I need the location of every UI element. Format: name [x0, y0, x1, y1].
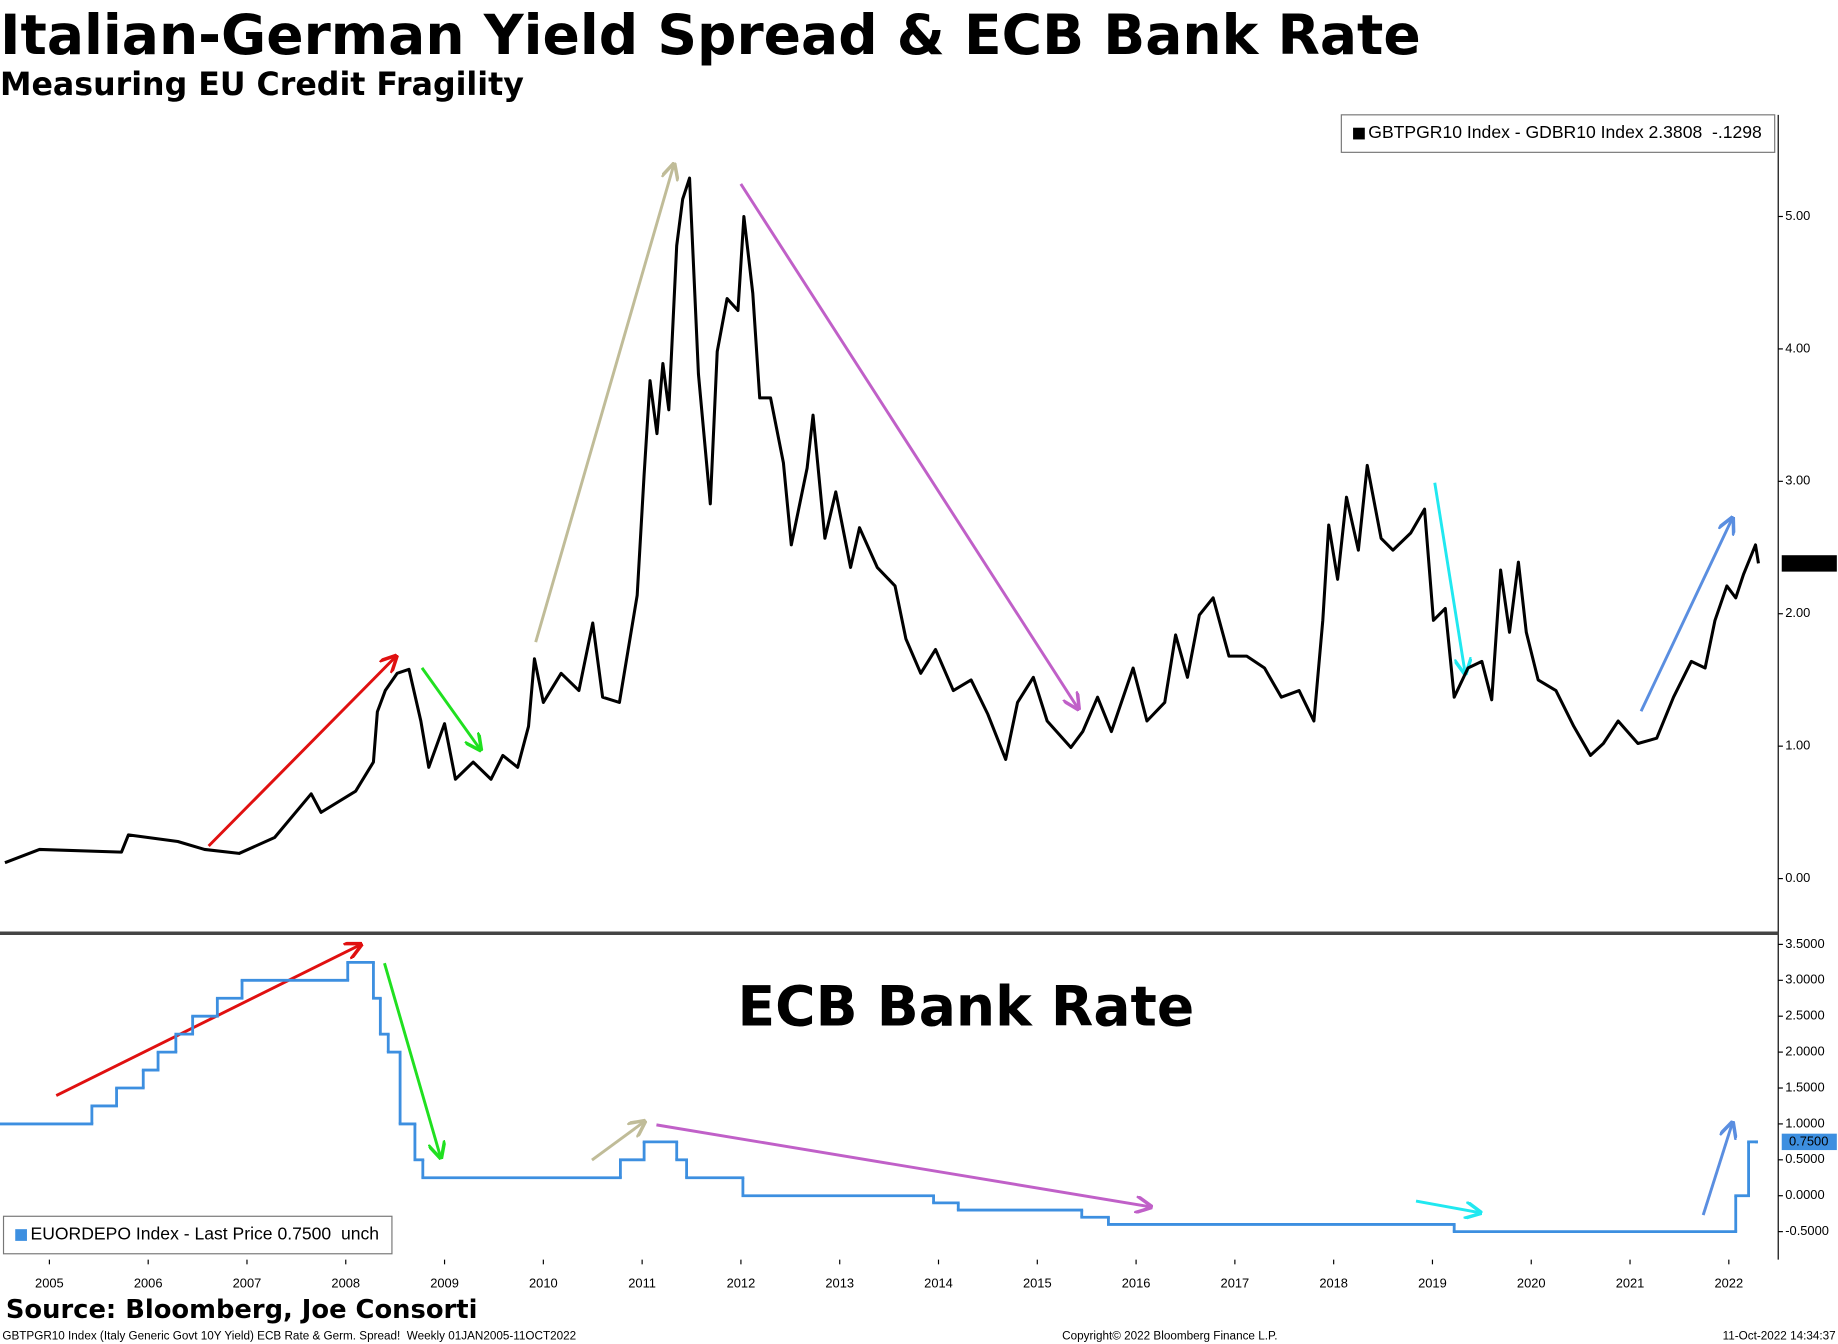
timestamp: 11-Oct-2022 14:34:37 [1723, 1329, 1836, 1342]
legend-box [1340, 114, 1776, 153]
last-price-box [1781, 1133, 1837, 1151]
arrow [591, 1121, 645, 1162]
y-tick-label: 0.5000 [1785, 1151, 1824, 1166]
last-price-label: 2.3808 [1789, 555, 1828, 570]
x-tick-label: 2010 [529, 1276, 558, 1291]
y-tick-label: 2.5000 [1785, 1008, 1824, 1023]
data-line [4, 176, 1760, 865]
y-tick-label: 0.0000 [1785, 1187, 1824, 1202]
x-tick-label: 2016 [1122, 1276, 1151, 1291]
y-tick-label: 3.5000 [1785, 936, 1824, 951]
legend-swatch [15, 1229, 27, 1241]
arrow [420, 667, 481, 750]
arrow [207, 656, 397, 848]
y-tick-label: 5.00 [1785, 208, 1810, 223]
x-tick-label: 2017 [1221, 1276, 1250, 1291]
y-tick-label: 2.00 [1785, 605, 1810, 620]
x-tick-label: 2019 [1418, 1276, 1447, 1291]
arrow [1701, 1123, 1732, 1216]
y-tick-label: 0.00 [1785, 870, 1810, 885]
x-tick-label: 2005 [35, 1276, 64, 1291]
arrow [656, 1123, 1151, 1207]
x-tick-label: 2007 [233, 1276, 262, 1291]
x-tick-label: 2021 [1616, 1276, 1645, 1291]
x-tick-label: 2006 [134, 1276, 163, 1291]
x-tick-label: 2014 [924, 1276, 953, 1291]
subtitle: Measuring EU Credit Fragility [0, 67, 524, 103]
arrow [1415, 1199, 1480, 1213]
x-tick-label: 2022 [1714, 1276, 1743, 1291]
copyright: Copyright© 2022 Bloomberg Finance L.P. [1062, 1329, 1277, 1342]
x-tick-label: 2009 [430, 1276, 459, 1291]
arrow [1433, 482, 1465, 674]
x-tick-label: 2008 [331, 1276, 360, 1291]
arrow [534, 164, 674, 643]
last-price-tag: 2.3808 [1781, 555, 1837, 572]
legend-label: GBTPGR10 Index - GDBR10 Index 2.3808 -.1… [1368, 122, 1761, 142]
annotation-arrows [55, 164, 1732, 1216]
last-price-tag: 0.7500 [1781, 1133, 1837, 1151]
title: Italian-German Yield Spread & ECB Bank R… [0, 3, 1421, 67]
legend-label: EUORDEPO Index - Last Price 0.7500 unch [30, 1224, 379, 1244]
arrow [383, 962, 440, 1158]
y-tick-label: 4.00 [1785, 340, 1810, 355]
arrow [739, 183, 1079, 709]
y-tick-label: 1.5000 [1785, 1079, 1824, 1094]
legend-box [2, 1215, 393, 1255]
y-tick-label: 2.0000 [1785, 1044, 1824, 1059]
y-tick-label: 3.0000 [1785, 972, 1824, 987]
arrow [55, 944, 361, 1097]
last-price-label: 0.7500 [1789, 1133, 1828, 1148]
y-tick-label: 1.00 [1785, 738, 1810, 753]
panel-title: ECB Bank Rate [738, 974, 1195, 1038]
x-tick-label: 2018 [1319, 1276, 1348, 1291]
x-tick-label: 2011 [628, 1276, 656, 1291]
x-tick-label: 2012 [727, 1276, 756, 1291]
y-tick-label: -0.5000 [1785, 1223, 1829, 1238]
x-tick-label: 2020 [1517, 1276, 1546, 1291]
y-tick-label: 1.0000 [1785, 1115, 1824, 1130]
source: Source: Bloomberg, Joe Consorti [6, 1295, 478, 1325]
footer-note: GBTPGR10 Index (Italy Generic Govt 10Y Y… [2, 1329, 576, 1342]
y-tick-label: 3.00 [1785, 473, 1810, 488]
x-tick-label: 2013 [825, 1276, 854, 1291]
arrow [1639, 518, 1732, 712]
legend: EUORDEPO Index - Last Price 0.7500 unch [2, 1215, 393, 1255]
legend: GBTPGR10 Index - GDBR10 Index 2.3808 -.1… [1340, 114, 1776, 153]
x-tick-label: 2015 [1023, 1276, 1052, 1291]
legend-swatch [1353, 127, 1365, 140]
last-price-box [1781, 555, 1837, 572]
